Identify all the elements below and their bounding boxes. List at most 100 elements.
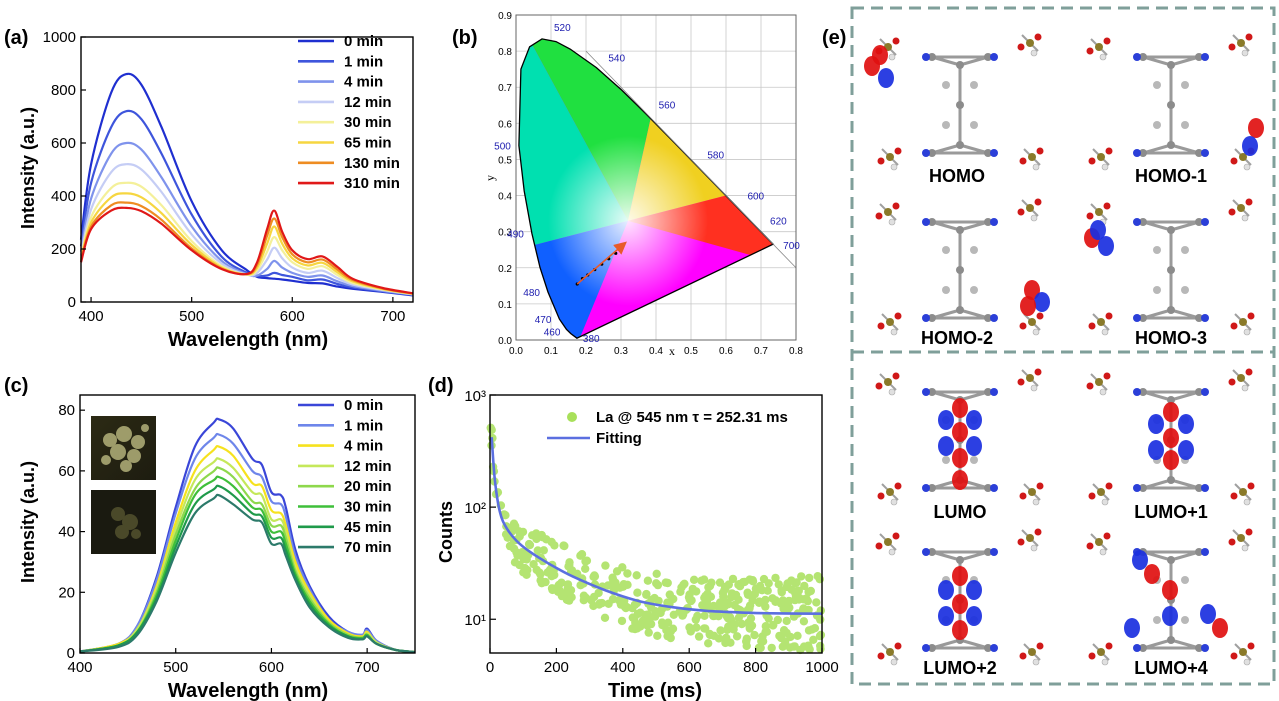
panel-d-x-tick-label-3: 600	[677, 659, 702, 676]
orbital-atom-c-7-6	[1195, 644, 1203, 652]
panel-b-locus-label-0: 380	[583, 334, 600, 345]
orbital-atom-c-2-1	[956, 266, 964, 274]
panel-d-data-point	[809, 635, 818, 644]
orbital-cluster-o1-6-1	[1017, 538, 1025, 546]
orbital-cluster-p-1-1	[1237, 39, 1245, 47]
orbital-atom-c-3-10	[1181, 286, 1189, 294]
orbital-label-homo-3: HOMO-3	[1135, 328, 1207, 348]
panel-d-data-point	[581, 564, 590, 573]
orbital-molecule-3	[1084, 198, 1255, 336]
orbital-bond-0-3	[931, 55, 961, 67]
orbital-atom-c-3-4	[1195, 218, 1203, 226]
panel-d-x-tick-label-4: 800	[743, 659, 768, 676]
orbital-lobe-0-1	[878, 68, 894, 88]
orbital-bond-3-3	[1142, 220, 1172, 232]
panel-d-data-point	[559, 541, 568, 550]
orbital-bond-2-4	[959, 220, 989, 232]
orbital-atom-n-5-1	[1201, 388, 1209, 396]
panel-d-data-point	[793, 631, 802, 640]
orbital-cluster-o1-5-3	[1230, 492, 1238, 500]
orbital-lobe-3-1	[1098, 236, 1114, 256]
panel-b-y-tick-label-1: 0.1	[498, 300, 512, 311]
panel-b: (b) 0.0 0.1 0.2 0.3 0.4 0.5 0.6 0.7 0.8 0.0 0.1 0.2…	[452, 11, 803, 358]
orbital-cluster-h-4-3	[1032, 498, 1040, 506]
panel-d-data-point	[784, 596, 794, 606]
panel-d-data-point	[771, 573, 780, 583]
panel-b-x-tick-label-6: 0.6	[719, 346, 733, 357]
orbital-bond-1-6	[1170, 143, 1200, 155]
panel-b-y-tick-label-0: 0.0	[498, 336, 512, 347]
panel-b-y-tick-label-7: 0.7	[498, 83, 512, 94]
panel-c-y-tick-label-2: 40	[58, 524, 75, 541]
panel-a: (a) 400 500 600 700 0 200 400 600 800 1000 0 min 1 …	[4, 27, 414, 351]
orbital-cluster-h-6-0	[888, 548, 896, 556]
panel-d-data-point	[646, 603, 656, 612]
orbital-bond-4-4	[959, 390, 989, 402]
panel-d-axes-frame	[489, 394, 823, 654]
orbital-atom-c-2-3	[928, 218, 936, 226]
panel-e-labels: HOMO HOMO-1 HOMO-2 HOMO-3 LUMO LUMO+1 LU…	[921, 166, 1208, 678]
panel-c-ylabel: Intensity (a.u.)	[18, 461, 38, 583]
orbital-cluster-p-1-2	[1097, 153, 1105, 161]
panel-a-series-line-0	[79, 72, 414, 297]
panel-a-legend-label-7: 310 min	[344, 175, 400, 192]
panel-d-data-point	[509, 544, 519, 553]
orbital-atom-n-4-3	[990, 484, 998, 492]
orbital-cluster-o2-7-3	[1247, 642, 1255, 650]
panel-c-y-tick-label-0: 0	[67, 645, 75, 662]
panel-d-data-point	[720, 602, 729, 611]
orbital-atom-c-3-6	[1195, 314, 1203, 322]
orbital-cluster-o1-3-3	[1230, 322, 1238, 330]
orbital-lobe-5-6	[1178, 440, 1194, 460]
panel-b-label: (b)	[452, 27, 478, 49]
panel-d-data-point	[678, 610, 688, 619]
orbital-cluster-p-2-2	[886, 318, 894, 326]
orbital-cluster-h-3-3	[1243, 328, 1251, 336]
orbital-lobe-5-0	[1163, 402, 1179, 422]
orbital-atom-n-4-2	[922, 484, 930, 492]
panel-a-series-line-7	[79, 206, 414, 295]
panel-b-y-tick-label-4: 0.4	[498, 192, 512, 203]
orbital-cluster-h-5-3	[1243, 498, 1251, 506]
orbital-atom-c-3-3	[1139, 218, 1147, 226]
orbital-lobe-4-1	[952, 422, 968, 442]
panel-d-data-point	[689, 575, 699, 584]
panel-b-locus-label-8: 560	[659, 100, 676, 111]
panel-c: (c) 400 500 600 700 0 20 40 60 80 0 min 1 min 4 min…	[4, 375, 416, 701]
panel-a-legend-label-4: 30 min	[344, 114, 392, 131]
orbital-bond-7-3	[1142, 550, 1172, 562]
orbital-cluster-o1-4-1	[1017, 378, 1025, 386]
orbital-atom-c-2-8	[970, 246, 978, 254]
orbital-lobe-7-2	[1212, 618, 1228, 638]
orbital-atom-c-7-8	[1181, 576, 1189, 584]
orbital-atom-c-2-5	[928, 314, 936, 322]
orbital-atom-n-1-0	[1133, 53, 1141, 61]
panel-d-data-point	[643, 621, 652, 630]
orbital-label-lumo+1: LUMO+1	[1134, 502, 1208, 522]
orbital-cluster-p-3-2	[1097, 318, 1105, 326]
orbital-cluster-o2-0-3	[1036, 147, 1044, 155]
panel-d-data-point	[799, 642, 809, 651]
orbital-atom-n-5-0	[1133, 388, 1141, 396]
panel-d-x-tick-label-1: 200	[544, 659, 569, 676]
orbital-atom-c-0-7	[942, 81, 950, 89]
orbital-bond-1-3	[1142, 55, 1172, 67]
panel-a-y-tick-label-2: 400	[51, 188, 76, 205]
panel-d-data-point	[782, 616, 791, 626]
panel-d-data-point	[734, 595, 743, 604]
orbital-molecule-0	[864, 33, 1044, 171]
orbital-cluster-p-5-0	[1095, 378, 1103, 386]
orbital-cluster-o1-6-0	[875, 542, 883, 550]
orbital-cluster-o1-7-1	[1228, 538, 1236, 546]
panel-d-data-point	[705, 629, 714, 639]
orbital-bond-6-3	[931, 550, 961, 562]
orbital-cluster-h-0-1	[1030, 49, 1038, 57]
orbital-bond-6-4	[959, 550, 989, 562]
orbital-atom-c-3-7	[1153, 246, 1161, 254]
panel-b-diagonal	[585, 50, 797, 269]
orbital-atom-c-3-0	[1167, 226, 1175, 234]
orbital-cluster-o1-2-3	[1019, 322, 1027, 330]
panel-d-data-point	[557, 578, 566, 587]
panel-a-legend-label-1: 1 min	[344, 53, 383, 70]
panel-a-x-tick-label-2: 600	[280, 308, 305, 325]
